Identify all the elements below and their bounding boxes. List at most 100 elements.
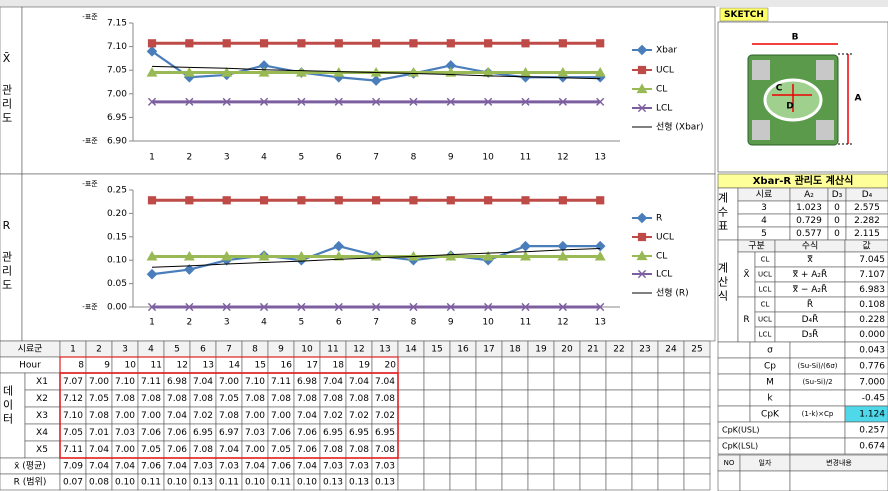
cell (527, 423, 555, 442)
cell-text: -0.45 (862, 394, 885, 404)
cell-text: 0.10 (115, 478, 135, 488)
cell (717, 373, 751, 391)
cell-text: Xbar-R 관리도 계산식 (753, 174, 854, 187)
cell-text: 7.08 (271, 394, 291, 404)
top-strip (0, 0, 888, 7)
cell-text: 2 (96, 345, 102, 355)
cell-text: 6.98 (297, 377, 317, 387)
cell (527, 406, 555, 425)
axis-note: -표준 (82, 137, 98, 145)
cell (683, 473, 711, 491)
cell (501, 440, 529, 459)
cell-text: x̿ (807, 255, 813, 265)
cell-text: 0.000 (859, 330, 885, 340)
cell-text: 7.08 (349, 445, 369, 455)
marker (146, 250, 158, 261)
marker (557, 240, 569, 252)
cell (553, 406, 581, 425)
axis-note: -표준 (82, 13, 98, 21)
cell-text: 18 (333, 361, 345, 371)
cell-text: 7.03 (323, 462, 343, 472)
marker (297, 39, 306, 48)
cell-text: 6.97 (219, 428, 239, 438)
cell-text: 7.01 (89, 428, 109, 438)
cell (501, 457, 529, 475)
marker (221, 66, 233, 77)
cell (683, 423, 711, 442)
cell (501, 473, 529, 491)
vertical-label: 계수표 (716, 192, 729, 234)
cell-text: 1.124 (859, 410, 885, 420)
cell (579, 457, 607, 475)
cell (657, 389, 685, 408)
marker (446, 302, 455, 312)
cell-text: 7.06 (141, 462, 161, 472)
cell-text: R̄ (807, 298, 813, 310)
cell-text: 7.04 (89, 445, 109, 455)
cell-text: 6.98 (167, 377, 187, 387)
x-tick-label: 2 (186, 153, 192, 163)
cell-text: R (743, 315, 749, 325)
legend-label: 선형 (Xbar) (656, 122, 704, 133)
cell-text: 3 (122, 345, 128, 355)
x-tick-label: 4 (261, 153, 267, 163)
y-tick-label: 0.00 (107, 303, 127, 313)
dimension-label: B (792, 33, 799, 43)
cell (631, 389, 659, 408)
dimension-label: A (855, 94, 862, 104)
cell-text: 5 (174, 345, 180, 355)
marker (409, 97, 418, 106)
cell-text: 7.12 (63, 394, 83, 404)
cell-text: 11 (327, 345, 338, 355)
cell (553, 473, 581, 491)
marker (558, 302, 567, 312)
x-tick-label: 12 (557, 318, 568, 328)
cell-text: 7.06 (271, 428, 291, 438)
cell (657, 372, 685, 391)
cell-text: 7.02 (193, 411, 213, 421)
cell-text: (Su-Si)/(6σ) (798, 362, 838, 370)
cell (605, 423, 633, 442)
cell-text: σ (767, 346, 773, 356)
x-tick-label: 4 (261, 318, 267, 328)
cell (657, 406, 685, 425)
cell-text: 0.13 (375, 478, 395, 488)
cell (449, 423, 477, 442)
cell-text: x̿ − A₂R̄ (793, 283, 828, 295)
cell-text: 0 (834, 229, 840, 239)
marker (557, 250, 569, 261)
cell (789, 437, 846, 455)
cell-text: 7.07 (63, 377, 83, 387)
cell (631, 457, 659, 475)
cell-text: 19 (359, 361, 371, 371)
cell-text: X̄ (743, 268, 749, 280)
cell (475, 389, 503, 408)
marker (297, 97, 306, 106)
cell-text: 17 (483, 345, 494, 355)
cell-text: 7.02 (323, 411, 343, 421)
cell-text: CpK (761, 410, 780, 420)
cell-text: k (767, 394, 773, 404)
marker (372, 302, 381, 312)
cell-text: 7.00 (245, 411, 265, 421)
cell-text: 9 (278, 345, 284, 355)
cell-text: CpK(LSL) (722, 442, 758, 451)
cell-text: 1 (70, 345, 76, 355)
cell-text: 7.00 (115, 411, 135, 421)
cell (423, 406, 451, 425)
cell-text: 값 (862, 240, 870, 252)
marker (259, 97, 269, 106)
marker (222, 39, 231, 48)
cell (397, 440, 425, 459)
cell-text: 6.95 (193, 428, 213, 438)
cell (657, 457, 685, 475)
cell (449, 356, 477, 374)
pad (816, 60, 834, 80)
cell (423, 440, 451, 459)
x-tick-label: 7 (373, 153, 379, 163)
cell-text: 7.09 (63, 462, 83, 472)
marker (409, 196, 418, 205)
cell-text: 4 (148, 345, 154, 355)
cell-text: Hour (19, 361, 41, 371)
